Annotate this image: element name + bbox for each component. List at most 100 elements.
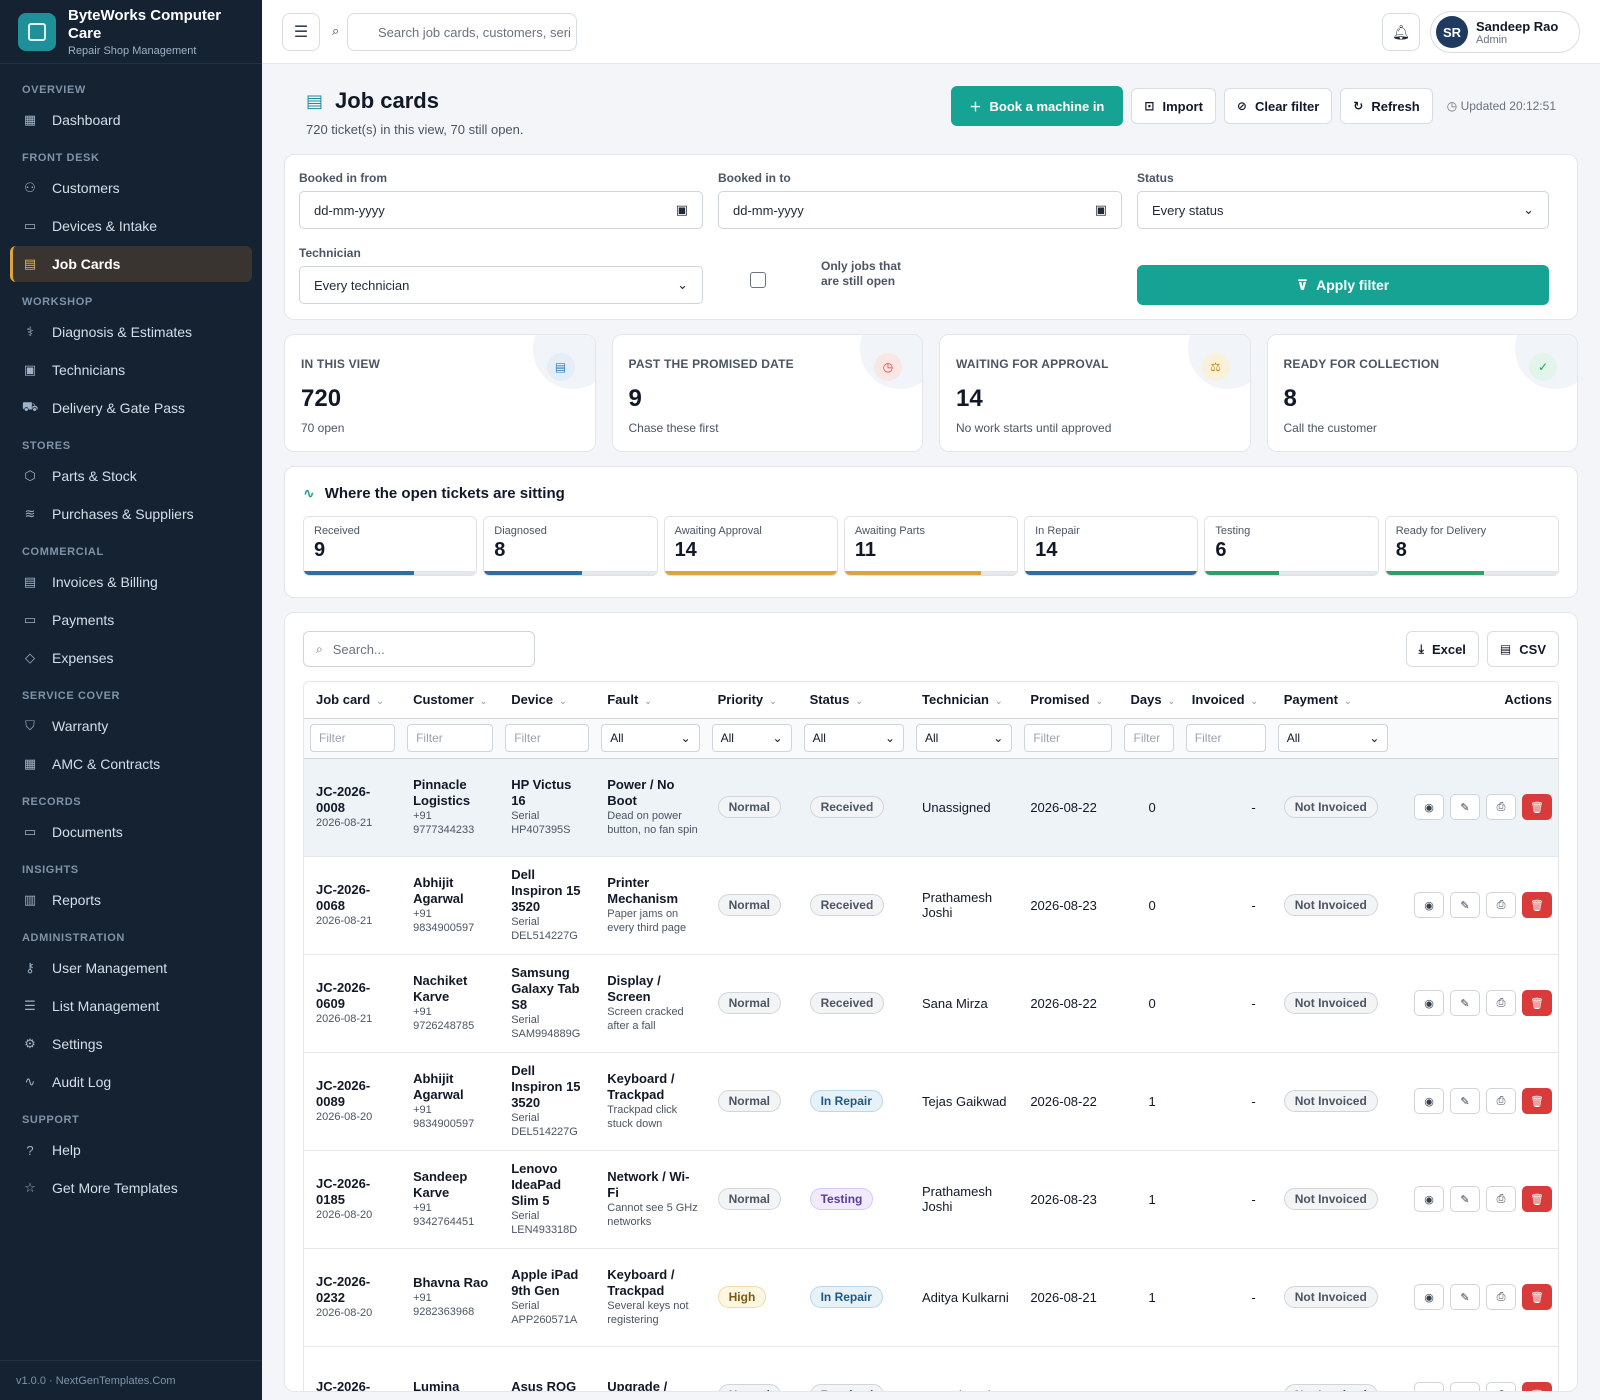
stat-card[interactable]: ✓ READY FOR COLLECTION 8 Call the custom… [1266,334,1578,452]
column-filter-input[interactable]: Filter [1024,724,1113,752]
table-row[interactable]: JC-2026-0008 2026-08-21 Pinnacle Logistic… [304,758,1558,857]
column-header-device[interactable]: Device ⌄ [499,682,596,719]
sidebar-item-delivery-gate-pass[interactable]: ⛟ Delivery & Gate Pass [10,390,252,426]
sidebar-item-warranty[interactable]: ⛉ Warranty [10,708,252,744]
import-button[interactable]: ⊡ Import [1131,88,1216,124]
pipeline-stage[interactable]: Received 9 [303,516,478,576]
brand[interactable]: ByteWorks Computer Care Repair Shop Mana… [0,0,262,64]
book-machine-button[interactable]: ＋ Book a machine in [950,86,1124,126]
sidebar-item-get-more-templates[interactable]: ☆ Get More Templates [10,1170,252,1206]
view-button[interactable]: ◉ [1414,1088,1444,1114]
stat-card[interactable]: ◷ PAST THE PROMISED DATE 9 Chase these f… [611,334,923,452]
view-button[interactable]: ◉ [1414,892,1444,918]
sidebar-item-user-management[interactable]: ⚷ User Management [10,950,252,986]
notifications-button[interactable]: 🔔︎ [1382,13,1420,51]
column-filter-select[interactable]: All ⌄ [1277,724,1389,752]
sidebar-item-amc-contracts[interactable]: ▦ AMC & Contracts [10,746,252,782]
view-button[interactable]: ◉ [1414,990,1444,1016]
print-button[interactable]: ⎙ [1486,1284,1516,1310]
print-button[interactable]: ⎙ [1486,1088,1516,1114]
print-button[interactable]: ⎙ [1486,892,1516,918]
pipeline-stage[interactable]: Diagnosed 8 [483,516,658,576]
sidebar-item-payments[interactable]: ▭ Payments [10,602,252,638]
from-date-input[interactable]: dd-mm-yyyy ▣ [299,191,703,229]
edit-button[interactable]: ✎ [1450,892,1480,918]
delete-button[interactable]: 🗑︎ [1522,1284,1552,1310]
status-select[interactable]: Every status ⌄ [1137,191,1549,229]
global-search-input[interactable]: Search job cards, customers, seri [347,13,577,51]
pipeline-stage[interactable]: In Repair 14 [1024,516,1199,576]
column-filter-select[interactable]: All ⌄ [803,724,904,752]
edit-button[interactable]: ✎ [1450,1186,1480,1212]
column-filter-input[interactable]: Filter [310,724,396,752]
delete-button[interactable]: 🗑︎ [1522,1088,1552,1114]
table-row[interactable]: JC-2026-0313 Lumina Analytics Asus ROG S… [304,1346,1558,1392]
job-card-id[interactable]: JC-2026-0068 [316,882,371,913]
table-row[interactable]: JC-2026-0185 2026-08-20 Sandeep Karve +91 … [304,1150,1558,1249]
edit-button[interactable]: ✎ [1450,1382,1480,1391]
table-search-input[interactable]: ⌕ Search... [303,631,535,667]
column-header-actions[interactable]: Actions [1394,682,1558,719]
sidebar-item-devices-intake[interactable]: ▭ Devices & Intake [10,208,252,244]
table-row[interactable]: JC-2026-0232 2026-08-20 Bhavna Rao +91 928… [304,1248,1558,1347]
sidebar-item-settings[interactable]: ⚙ Settings [10,1026,252,1062]
table-row[interactable]: JC-2026-0068 2026-08-21 Abhijit Agarwal +9… [304,856,1558,955]
sidebar-item-invoices-billing[interactable]: ▤ Invoices & Billing [10,564,252,600]
menu-toggle-button[interactable]: ☰ [282,13,320,51]
sidebar-item-purchases-suppliers[interactable]: ≋ Purchases & Suppliers [10,496,252,532]
sidebar-item-documents[interactable]: ▭ Documents [10,814,252,850]
clear-filter-button[interactable]: ⊘ Clear filter [1223,88,1333,124]
column-header-days[interactable]: Days ⌄ [1118,682,1180,719]
refresh-button[interactable]: ↻ Refresh [1340,88,1433,124]
sidebar-item-parts-stock[interactable]: ⬡ Parts & Stock [10,458,252,494]
column-filter-select[interactable]: All ⌄ [601,724,700,752]
edit-button[interactable]: ✎ [1450,990,1480,1016]
edit-button[interactable]: ✎ [1450,794,1480,820]
stat-card[interactable]: ▤ IN THIS VIEW 720 70 open [284,334,596,452]
column-header-invoiced[interactable]: Invoiced ⌄ [1179,682,1272,719]
print-button[interactable]: ⎙ [1486,1382,1516,1391]
column-header-fault[interactable]: Fault ⌄ [595,682,706,719]
column-filter-select[interactable]: All ⌄ [916,724,1013,752]
sidebar-item-list-management[interactable]: ☰ List Management [10,988,252,1024]
delete-button[interactable]: 🗑︎ [1522,892,1552,918]
pipeline-stage[interactable]: Awaiting Approval 14 [663,516,838,576]
column-header-priority[interactable]: Priority ⌄ [705,682,798,719]
job-card-id[interactable]: JC-2026-0089 [316,1078,371,1109]
column-header-customer[interactable]: Customer ⌄ [401,682,500,719]
user-menu[interactable]: SR Sandeep Rao Admin [1430,11,1580,53]
pipeline-stage[interactable]: Awaiting Parts 11 [843,516,1019,576]
export-csv-button[interactable]: ▤ CSV [1486,631,1559,667]
apply-filter-button[interactable]: ⊽ Apply filter [1137,265,1549,305]
view-button[interactable]: ◉ [1414,1284,1444,1310]
print-button[interactable]: ⎙ [1486,1186,1516,1212]
pipeline-stage[interactable]: Ready for Delivery 8 [1384,516,1559,576]
job-card-id[interactable]: JC-2026-0185 [316,1176,371,1207]
edit-button[interactable]: ✎ [1450,1088,1480,1114]
column-filter-input[interactable]: Filter [1185,724,1266,752]
column-header-technician[interactable]: Technician ⌄ [910,682,1019,719]
column-filter-input[interactable]: Filter [505,724,590,752]
column-header-promised[interactable]: Promised ⌄ [1018,682,1119,719]
job-card-id[interactable]: JC-2026-0313 [316,1379,371,1392]
sidebar-item-audit-log[interactable]: ∿ Audit Log [10,1064,252,1100]
table-row[interactable]: JC-2026-0609 2026-08-21 Nachiket Karve +91… [304,954,1558,1053]
column-header-status[interactable]: Status ⌄ [797,682,910,719]
job-card-id[interactable]: JC-2026-0232 [316,1274,371,1305]
table-row[interactable]: JC-2026-0089 2026-08-20 Abhijit Agarwal +9… [304,1052,1558,1151]
sidebar-item-expenses[interactable]: ◇ Expenses [10,640,252,676]
print-button[interactable]: ⎙ [1486,794,1516,820]
to-date-input[interactable]: dd-mm-yyyy ▣ [718,191,1122,229]
column-filter-input[interactable]: Filter [407,724,494,752]
delete-button[interactable]: 🗑︎ [1522,794,1552,820]
view-button[interactable]: ◉ [1414,794,1444,820]
view-button[interactable]: ◉ [1414,1186,1444,1212]
sidebar-item-job-cards[interactable]: ▤ Job Cards [10,246,252,282]
pipeline-stage[interactable]: Testing 6 [1204,516,1379,576]
sidebar-item-customers[interactable]: ⚇ Customers [10,170,252,206]
export-excel-button[interactable]: ⤓ Excel [1405,631,1479,667]
sidebar-item-dashboard[interactable]: ▦ Dashboard [10,102,252,138]
sidebar-item-technicians[interactable]: ▣ Technicians [10,352,252,388]
sidebar-item-reports[interactable]: ▥ Reports [10,882,252,918]
column-filter-select[interactable]: All ⌄ [711,724,792,752]
